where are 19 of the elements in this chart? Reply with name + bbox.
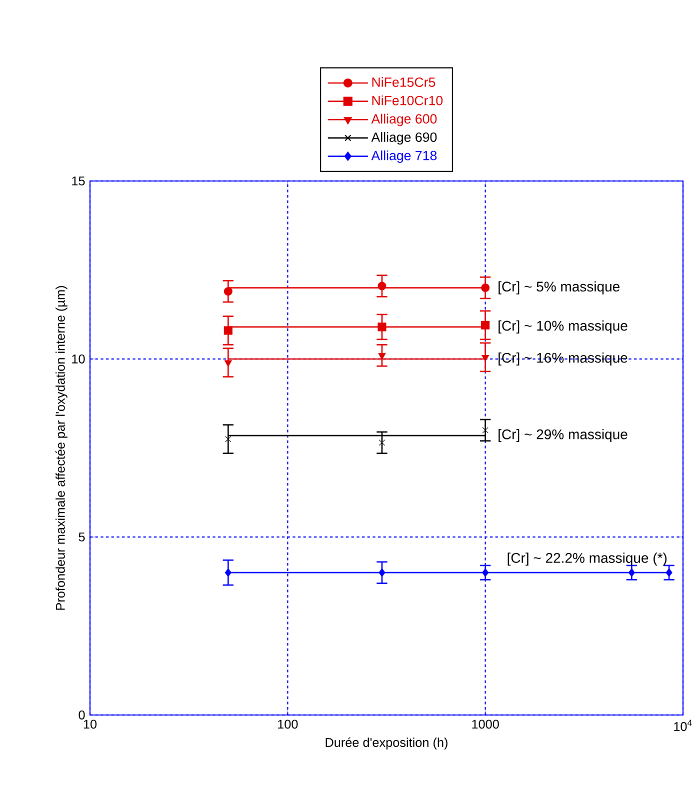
x-tick-label: 100 xyxy=(278,720,298,729)
annotation: [Cr] ~ 22.2% massique (*) xyxy=(508,552,667,566)
legend-label: Alliage 718 xyxy=(371,150,437,163)
y-tick-label: 0 xyxy=(78,710,85,720)
legend-label: NiFe15Cr5 xyxy=(372,77,436,87)
legend-label: NiFe10Cr10 xyxy=(372,95,443,106)
x-tick-label: 10$^{4}$ xyxy=(674,720,692,732)
y-axis-title: Profondeur maximale affectée par l'oxydation interne (µm) xyxy=(55,286,68,610)
legend-label: Alliage 600 xyxy=(371,114,437,126)
y-tick-label: 10 xyxy=(72,354,85,364)
annotation: [Cr] ~ 10% massique xyxy=(498,320,628,334)
legend-label: Alliage 690 xyxy=(371,132,437,145)
annotation: [Cr] ~ 29% massique xyxy=(498,429,628,442)
annotation: [Cr] ~ 5% massique xyxy=(498,281,620,294)
x-tick-label: 1000 xyxy=(472,720,499,729)
annotation: [Cr] ~ 16% massique xyxy=(498,352,628,366)
x-axis-title: Durée d'exposition (h) xyxy=(326,738,448,750)
y-tick-label: 15 xyxy=(72,176,85,186)
y-tick-label: 5 xyxy=(78,532,85,542)
